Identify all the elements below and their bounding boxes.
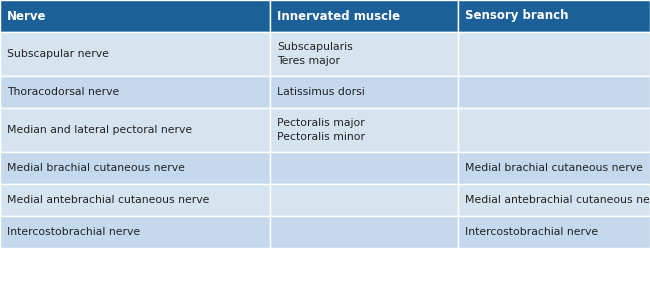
Text: Innervated muscle: Innervated muscle	[277, 10, 400, 22]
Bar	[270, 216, 458, 248]
Text: Intercostobrachial nerve: Intercostobrachial nerve	[465, 227, 598, 237]
Bar	[0, 216, 270, 248]
Text: Median and lateral pectoral nerve: Median and lateral pectoral nerve	[7, 125, 192, 135]
Bar	[458, 32, 650, 76]
Bar	[458, 0, 650, 32]
Text: Intercostobrachial nerve: Intercostobrachial nerve	[7, 227, 140, 237]
Bar	[270, 152, 458, 184]
Text: Pectoralis major
Pectoralis minor: Pectoralis major Pectoralis minor	[277, 118, 365, 142]
Bar	[0, 0, 270, 32]
Bar	[0, 152, 270, 184]
Bar	[270, 108, 458, 152]
Text: Nerve: Nerve	[7, 10, 47, 22]
Bar	[0, 32, 270, 76]
Text: Medial antebrachial cutaneous nerve: Medial antebrachial cutaneous nerve	[465, 195, 650, 205]
Bar	[458, 216, 650, 248]
Text: Medial brachial cutaneous nerve: Medial brachial cutaneous nerve	[465, 163, 643, 173]
Bar	[0, 184, 270, 216]
Bar	[458, 108, 650, 152]
Text: Subscapularis
Teres major: Subscapularis Teres major	[277, 42, 353, 65]
Bar	[458, 184, 650, 216]
Bar	[0, 108, 270, 152]
Text: Latissimus dorsi: Latissimus dorsi	[277, 87, 365, 97]
Text: Medial brachial cutaneous nerve: Medial brachial cutaneous nerve	[7, 163, 185, 173]
Text: Sensory branch: Sensory branch	[465, 10, 569, 22]
Bar	[458, 152, 650, 184]
Bar	[270, 0, 458, 32]
Text: Thoracodorsal nerve: Thoracodorsal nerve	[7, 87, 119, 97]
Bar	[270, 32, 458, 76]
Bar	[270, 76, 458, 108]
Bar	[458, 76, 650, 108]
Bar	[270, 184, 458, 216]
Text: Subscapular nerve: Subscapular nerve	[7, 49, 109, 59]
Text: Medial antebrachial cutaneous nerve: Medial antebrachial cutaneous nerve	[7, 195, 209, 205]
Bar	[0, 76, 270, 108]
